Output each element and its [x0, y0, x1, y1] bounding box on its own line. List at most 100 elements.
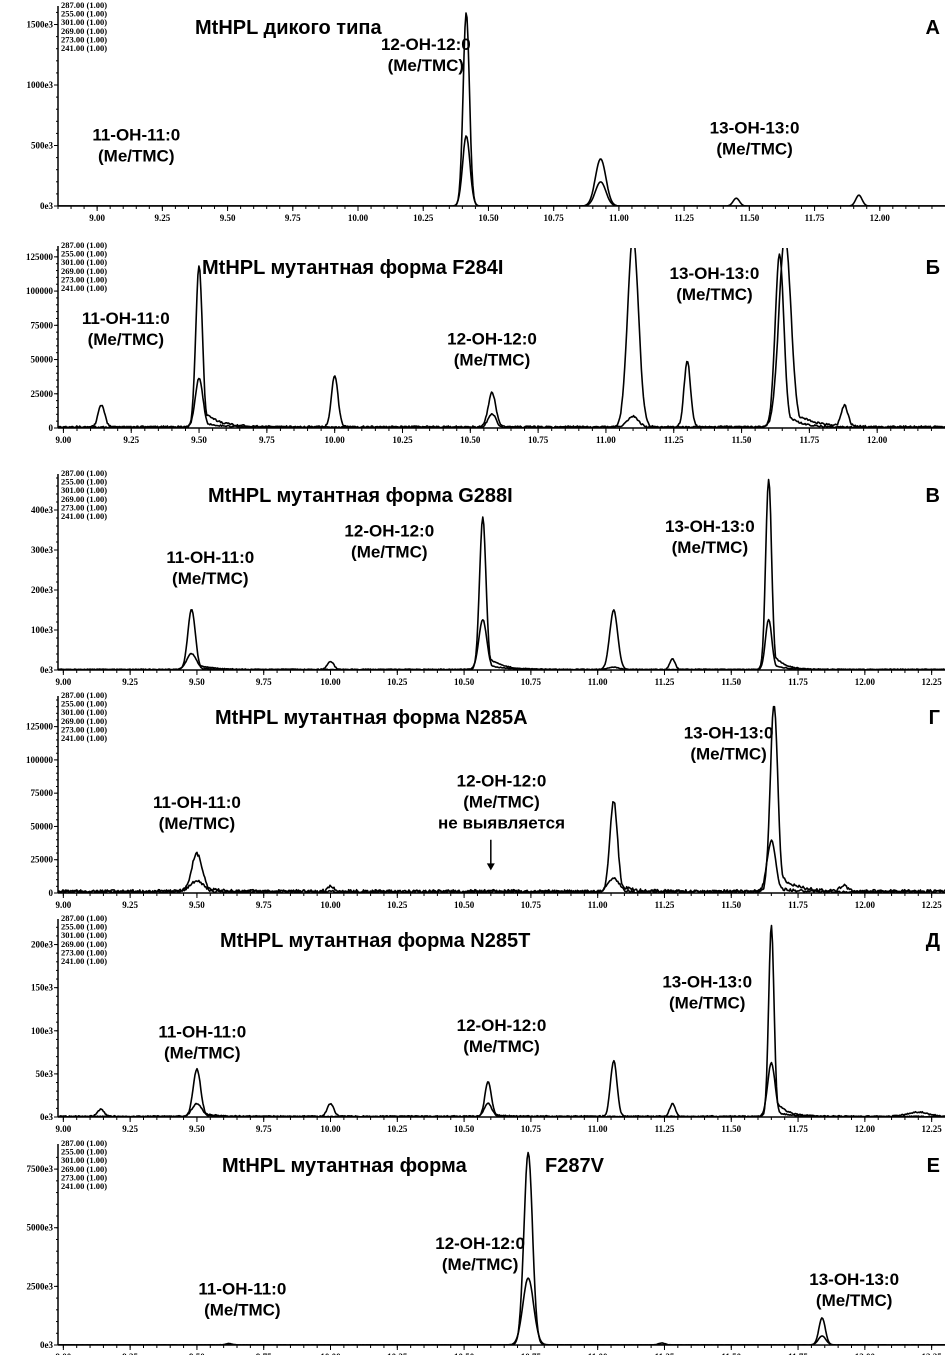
peak-label: 11-OH-11:0 — [166, 548, 254, 567]
peak-label: (Me/TMC) — [669, 994, 745, 1013]
panel-title: MtHPL мутантная форма — [222, 1155, 468, 1177]
series-trace-2 — [58, 253, 945, 428]
y-tick-label: 75000 — [31, 320, 54, 330]
x-tick-label: 11.25 — [655, 1352, 675, 1355]
x-tick-label: 11.50 — [721, 677, 741, 687]
peak-label: 12-OH-12:0 — [435, 1234, 525, 1253]
panel-title: MtHPL мутантная форма G288I — [208, 485, 513, 507]
x-tick-label: 12.00 — [855, 677, 876, 687]
y-tick-label: 5000e3 — [27, 1223, 54, 1233]
peak-label: 11-OH-11:0 — [158, 1023, 246, 1042]
peak-label: (Me/TMC) — [442, 1255, 518, 1274]
panel-letter: А — [926, 17, 940, 39]
y-tick-label: 7500e3 — [27, 1164, 54, 1174]
peak-label: 11-OH-11:0 — [198, 1280, 286, 1299]
x-tick-label: 9.75 — [285, 213, 301, 223]
peak-label: (Me/TMC) — [204, 1301, 280, 1320]
x-tick-label: 12.00 — [855, 1352, 876, 1355]
peak-label: (Me/TMC) — [388, 56, 464, 75]
x-tick-label: 10.75 — [521, 677, 542, 687]
x-tick-label: 9.00 — [55, 1124, 71, 1134]
x-tick-label: 11.25 — [655, 1124, 675, 1134]
y-tick-label: 200e3 — [31, 940, 53, 950]
peak-label: 13-OH-13:0 — [662, 973, 752, 992]
y-tick-label: 0e3 — [40, 1340, 53, 1350]
panel-letter: В — [926, 485, 940, 507]
y-tick-label: 1000e3 — [27, 80, 54, 90]
x-tick-label: 11.75 — [788, 1124, 808, 1134]
x-tick-label: 9.25 — [122, 900, 138, 910]
y-tick-label: 125000 — [26, 722, 54, 732]
peak-label: (Me/TMC) — [164, 1044, 240, 1063]
peak-label: (Me/TMC) — [672, 538, 748, 557]
x-tick-label: 9.00 — [55, 1352, 71, 1355]
x-tick-label: 10.25 — [392, 435, 413, 445]
peak-label: (Me/TMC) — [816, 1291, 892, 1310]
ion-legend-entry: 255.00 (1.00) — [61, 922, 107, 932]
peak-label: 13-OH-13:0 — [665, 517, 755, 536]
peak-label: (Me/TMC) — [463, 793, 539, 812]
ion-legend-entry: 269.00 (1.00) — [61, 494, 107, 504]
ion-legend-entry: 269.00 (1.00) — [61, 266, 107, 276]
panel-letter: Д — [926, 930, 940, 952]
x-tick-label: 11.25 — [655, 677, 675, 687]
x-tick-label: 9.25 — [123, 435, 139, 445]
ion-legend-entry: 273.00 (1.00) — [61, 724, 107, 734]
y-tick-label: 150e3 — [31, 983, 53, 993]
x-tick-label: 12.00 — [855, 1124, 876, 1134]
peak-label: (Me/TMC) — [88, 330, 164, 349]
x-tick-label: 9.25 — [122, 1352, 138, 1355]
chart-panel-6: 0e3 2500e3 5000e3 7500e3 9.00 9.25 9.50 9.75 10.… — [27, 1138, 945, 1355]
ion-legend-entry: 287.00 (1.00) — [61, 0, 107, 10]
ion-legend-entry: 273.00 (1.00) — [61, 34, 107, 44]
panel-title: MtHPL мутантная форма N285T — [220, 930, 530, 952]
x-tick-label: 10.50 — [478, 213, 499, 223]
series-trace-1 — [58, 12, 945, 206]
x-tick-label: 11.25 — [664, 435, 684, 445]
x-tick-label: 11.75 — [799, 435, 819, 445]
peak-label: 13-OH-13:0 — [809, 1270, 899, 1289]
x-tick-label: 11.25 — [655, 900, 675, 910]
x-tick-label: 10.75 — [528, 435, 549, 445]
x-tick-label: 11.50 — [721, 900, 741, 910]
y-tick-label: 75000 — [31, 788, 54, 798]
y-tick-label: 100000 — [26, 286, 54, 296]
series-trace-1 — [58, 248, 945, 428]
x-tick-label: 11.50 — [721, 1124, 741, 1134]
panel-title-suffix: F287V — [545, 1155, 605, 1177]
x-tick-label: 12.25 — [922, 677, 943, 687]
y-tick-label: 50e3 — [36, 1069, 54, 1079]
peak-label: (Me/TMC) — [690, 745, 766, 764]
panel-letter: Е — [927, 1155, 940, 1177]
x-tick-label: 11.50 — [732, 435, 752, 445]
x-tick-label: 10.50 — [460, 435, 481, 445]
x-tick-label: 9.25 — [122, 677, 138, 687]
y-tick-label: 100000 — [26, 755, 54, 765]
x-tick-label: 11.00 — [588, 900, 608, 910]
x-tick-label: 11.75 — [805, 213, 825, 223]
peak-label: 12-OH-12:0 — [381, 35, 471, 54]
y-tick-label: 0 — [49, 423, 54, 433]
panel-letter: Б — [926, 257, 940, 279]
x-tick-label: 9.25 — [154, 213, 170, 223]
chart-panel-4: 0 25000 50000 75000 100000 125000 9.00 9.25 9.50… — [26, 690, 945, 910]
chart-panel-5: 0e3 50e3 100e3 150e3 200e3 9.00 9.25 9.50 9.75 10… — [31, 913, 945, 1134]
y-tick-label: 0e3 — [40, 1112, 53, 1122]
y-tick-label: 100e3 — [31, 625, 53, 635]
y-tick-label: 300e3 — [31, 545, 53, 555]
x-tick-label: 10.00 — [325, 435, 346, 445]
ion-legend-entry: 241.00 (1.00) — [61, 511, 107, 521]
x-tick-label: 10.00 — [320, 1352, 341, 1355]
peak-label: 13-OH-13:0 — [670, 264, 760, 283]
x-tick-label: 9.00 — [55, 900, 71, 910]
peak-label: 12-OH-12:0 — [344, 521, 434, 540]
ion-legend-entry: 241.00 (1.00) — [61, 1181, 107, 1191]
y-tick-label: 200e3 — [31, 585, 53, 595]
ion-legend-entry: 301.00 (1.00) — [61, 257, 107, 267]
x-tick-label: 10.25 — [387, 1352, 408, 1355]
ion-legend-entry: 287.00 (1.00) — [61, 1138, 107, 1148]
ion-legend-entry: 241.00 (1.00) — [61, 733, 107, 743]
x-tick-label: 10.50 — [454, 900, 475, 910]
peak-label: 11-OH-11:0 — [82, 309, 170, 328]
